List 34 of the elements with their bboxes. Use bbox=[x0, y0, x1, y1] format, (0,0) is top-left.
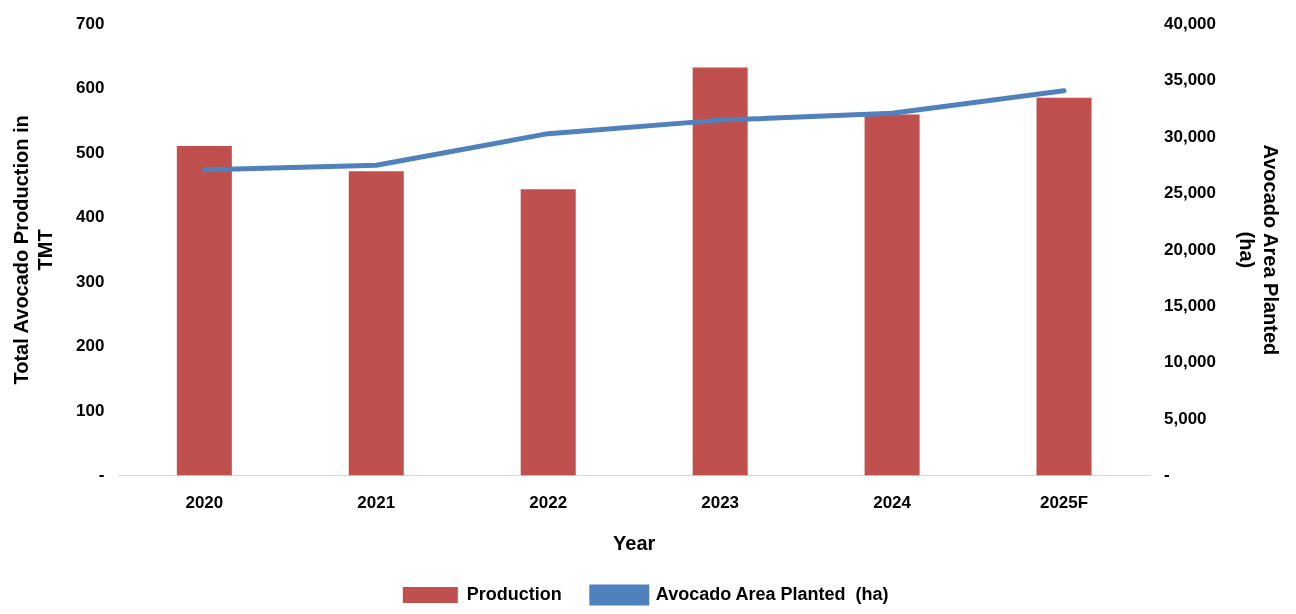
x-tick-label: 2022 bbox=[529, 493, 568, 513]
x-tick-label: 2020 bbox=[185, 493, 224, 513]
x-tick-label: 2024 bbox=[873, 493, 912, 513]
y2-tick-label: 15,000 bbox=[1164, 296, 1216, 316]
bar bbox=[864, 114, 920, 476]
y-tick-label: 200 bbox=[75, 336, 105, 356]
y-tick-label: 700 bbox=[75, 13, 105, 33]
y-tick-label: 300 bbox=[75, 271, 105, 291]
y2-tick-label: - bbox=[1164, 465, 1170, 485]
bar bbox=[1036, 97, 1092, 476]
bar bbox=[176, 146, 232, 476]
y2-axis-title: Avocado Area Planted (ha) bbox=[1236, 144, 1283, 356]
x-tick-label: 2025F bbox=[1039, 493, 1089, 513]
legend-label: Production bbox=[466, 583, 562, 604]
x-axis-title: Year bbox=[613, 531, 656, 554]
y2-tick-label: 30,000 bbox=[1164, 126, 1216, 146]
bar bbox=[692, 67, 748, 476]
y2-tick-label: 5,000 bbox=[1164, 408, 1207, 428]
y-tick-label: 500 bbox=[75, 142, 105, 162]
y2-tick-label: 25,000 bbox=[1164, 183, 1216, 203]
y2-tick-label: 20,000 bbox=[1164, 239, 1216, 259]
y-tick-label: 600 bbox=[75, 78, 105, 98]
x-tick-label: 2021 bbox=[357, 493, 396, 513]
y-axis-title: Total Avocado Production in TMT bbox=[9, 115, 56, 385]
y-tick-label: 100 bbox=[75, 400, 105, 420]
y2-tick-label: 40,000 bbox=[1164, 13, 1216, 33]
y2-tick-label: 10,000 bbox=[1164, 352, 1216, 372]
y-tick-label: 400 bbox=[75, 207, 105, 227]
bar bbox=[520, 189, 576, 476]
y2-tick-label: 35,000 bbox=[1164, 70, 1216, 90]
legend-label: Avocado Area Planted (ha) bbox=[655, 583, 889, 604]
x-tick-label: 2023 bbox=[701, 493, 740, 513]
y-tick-label: - bbox=[98, 465, 105, 485]
bar bbox=[348, 171, 404, 476]
